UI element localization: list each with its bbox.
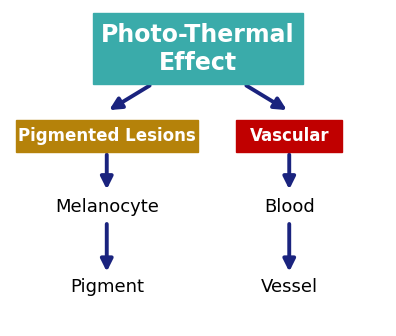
- FancyBboxPatch shape: [236, 120, 343, 152]
- Text: Pigmented Lesions: Pigmented Lesions: [18, 127, 196, 145]
- Text: Photo-Thermal
Effect: Photo-Thermal Effect: [101, 23, 295, 75]
- Text: Blood: Blood: [264, 198, 314, 216]
- FancyBboxPatch shape: [93, 13, 303, 84]
- FancyBboxPatch shape: [15, 120, 198, 152]
- Text: Melanocyte: Melanocyte: [55, 198, 159, 216]
- Text: Vessel: Vessel: [261, 278, 318, 296]
- Text: Vascular: Vascular: [249, 127, 329, 145]
- Text: Pigment: Pigment: [70, 278, 144, 296]
